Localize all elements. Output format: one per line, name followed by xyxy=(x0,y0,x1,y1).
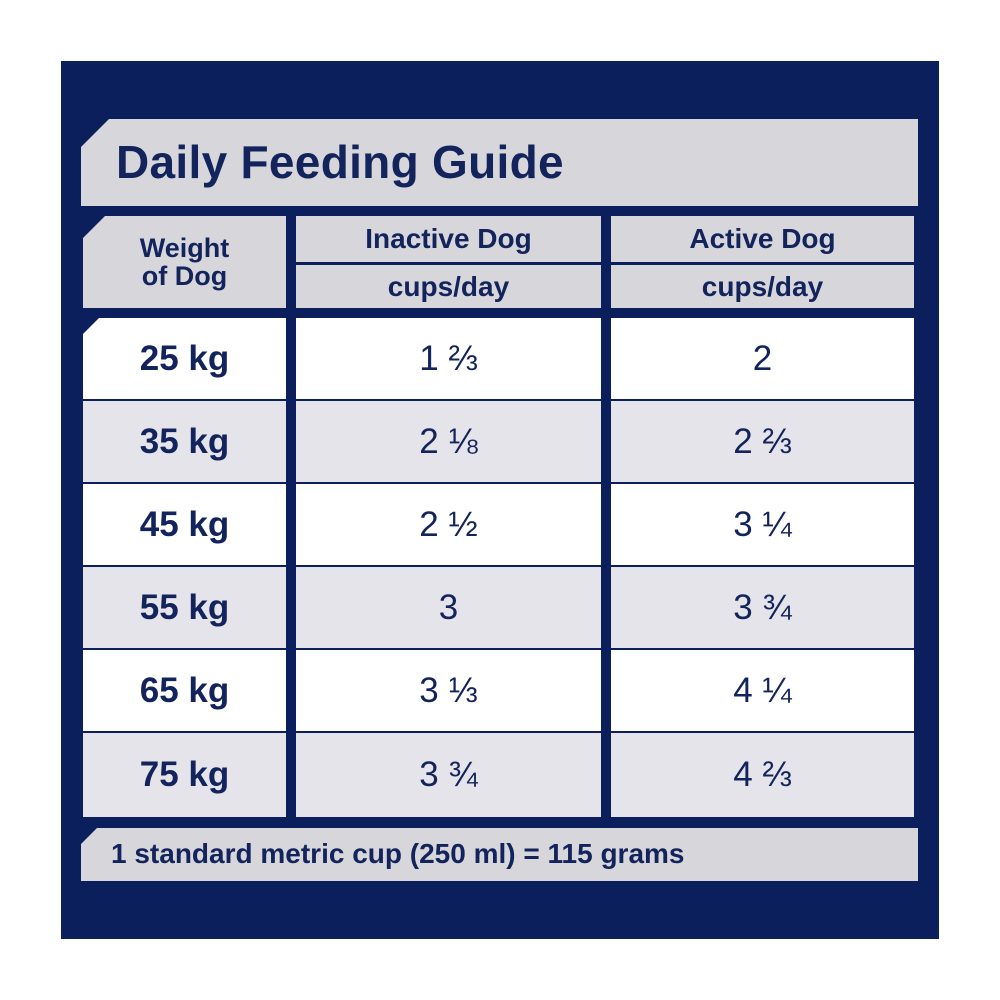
inactive-cell: 3 ⅓ xyxy=(296,650,601,731)
inactive-cell: 3 ¾ xyxy=(296,733,601,817)
active-cell: 2 ⅔ xyxy=(611,401,914,482)
weight-cell: 45 kg xyxy=(83,484,286,565)
inactive-cell: 2 ⅛ xyxy=(296,401,601,482)
weight-cell: 55 kg xyxy=(83,567,286,648)
page-title: Daily Feeding Guide xyxy=(116,136,564,188)
active-header: Active Dog xyxy=(611,216,914,262)
inactive-cell: 3 xyxy=(296,567,601,648)
weight-cell: 35 kg xyxy=(83,401,286,482)
weight-cell: 65 kg xyxy=(83,650,286,731)
active-cell: 3 ¼ xyxy=(611,484,914,565)
footer-bar xyxy=(81,828,918,881)
active-unit-header: cups/day xyxy=(611,265,914,308)
inactive-header: Inactive Dog xyxy=(296,216,601,262)
inactive-cell: 2 ½ xyxy=(296,484,601,565)
inactive-unit-header: cups/day xyxy=(296,265,601,308)
active-cell: 4 ¼ xyxy=(611,650,914,731)
title-bar xyxy=(81,119,918,206)
weight-header-line1: Weight xyxy=(139,233,230,263)
weight-cell: 25 kg xyxy=(83,318,286,399)
active-cell: 4 ⅔ xyxy=(611,733,914,817)
weight-header: Weight of Dog xyxy=(83,216,286,308)
weight-cell: 75 kg xyxy=(83,733,286,817)
cup-conversion-note: 1 standard metric cup (250 ml) = 115 gra… xyxy=(111,838,685,869)
active-cell: 3 ¾ xyxy=(611,567,914,648)
active-cell: 2 xyxy=(611,318,914,399)
inactive-cell: 1 ⅔ xyxy=(296,318,601,399)
weight-header-line2: of Dog xyxy=(141,261,228,291)
